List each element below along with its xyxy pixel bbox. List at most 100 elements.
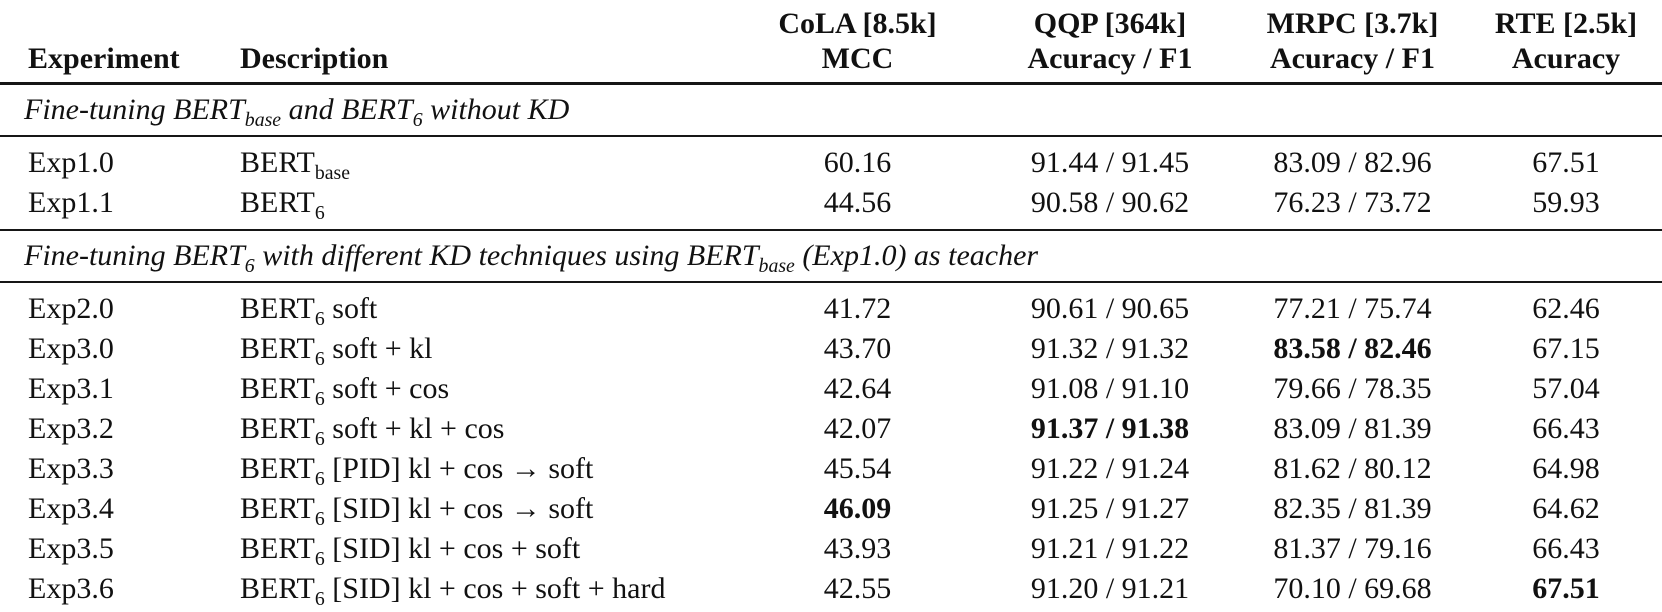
- description-cell: BERT6 [SID] kl + cos → soft: [240, 492, 594, 530]
- subscript: 6: [314, 548, 325, 570]
- metric-cell: 42.64: [823, 372, 892, 405]
- metric-cell: 44.56: [823, 186, 892, 219]
- metric-cell: 77.21 / 75.74: [1273, 292, 1432, 325]
- metric-cell: 43.70: [823, 332, 892, 365]
- header-row: Experiment Description CoLA [8.5k] MCC Q…: [0, 4, 1662, 84]
- table-row: Exp1.1 BERT6 44.56 90.58 / 90.62 76.23 / 73.…: [0, 183, 1662, 230]
- section-title: Fine-tuning BERT6 with different KD tech…: [24, 239, 1039, 277]
- col-header-cola-metric: MCC: [821, 42, 894, 75]
- metric-cell: 91.25 / 91.27: [1030, 492, 1190, 525]
- metric-cell: 57.04: [1532, 372, 1600, 405]
- col-header-mrpc-metric: Acuracy / F1: [1270, 42, 1435, 75]
- metric-cell: 91.08 / 91.10: [1030, 372, 1190, 405]
- subscript: 6: [314, 388, 325, 410]
- section-title: Fine-tuning BERTbase and BERT6 without K…: [24, 93, 570, 131]
- experiment-cell: Exp2.0: [28, 292, 114, 325]
- subscript: base: [244, 109, 282, 131]
- metric-cell: 42.07: [823, 412, 892, 445]
- experiment-cell: Exp3.5: [28, 532, 114, 565]
- col-header-qqp-task: QQP [364k]: [1033, 7, 1187, 40]
- experiment-cell: Exp3.3: [28, 452, 114, 485]
- subscript: 6: [314, 508, 325, 530]
- metric-cell: 91.44 / 91.45: [1030, 146, 1190, 179]
- metric-cell: 67.15: [1532, 332, 1600, 365]
- col-header-qqp-metric: Acuracy / F1: [1027, 42, 1193, 75]
- table-row: Exp3.2 BERT6 soft + kl + cos 42.07 91.37 / …: [0, 409, 1662, 449]
- description-cell: BERT6 soft + kl + cos: [240, 412, 505, 450]
- col-header-cola-task: CoLA [8.5k]: [778, 7, 937, 40]
- metric-cell: 90.61 / 90.65: [1030, 292, 1190, 325]
- metric-cell: 64.62: [1532, 492, 1600, 525]
- metric-cell: 90.58 / 90.62: [1030, 186, 1190, 219]
- col-header-mrpc: MRPC [3.7k] Acuracy / F1: [1235, 4, 1470, 84]
- experiment-cell: Exp3.2: [28, 412, 114, 445]
- metric-cell: 42.55: [823, 572, 892, 605]
- section-header-row: Fine-tuning BERTbase and BERT6 without K…: [0, 83, 1662, 136]
- subscript: 6: [314, 202, 325, 224]
- metric-cell: 41.72: [823, 292, 892, 325]
- metric-cell: 64.98: [1532, 452, 1600, 485]
- col-header-description: Description: [240, 42, 389, 75]
- description-cell: BERT6 soft + cos: [240, 372, 450, 410]
- metric-cell: 43.93: [823, 532, 892, 565]
- table-row: Exp3.4 BERT6 [SID] kl + cos → soft 46.09 91…: [0, 489, 1662, 529]
- section-header-row: Fine-tuning BERT6 with different KD tech…: [0, 230, 1662, 282]
- metric-cell: 46.09: [823, 492, 892, 525]
- metric-cell: 91.22 / 91.24: [1030, 452, 1190, 485]
- metric-cell: 66.43: [1532, 532, 1600, 565]
- experiment-cell: Exp1.1: [28, 186, 114, 219]
- description-cell: BERTbase: [240, 146, 351, 184]
- metric-cell: 91.37 / 91.38: [1030, 412, 1190, 445]
- table-row: Exp3.5 BERT6 [SID] kl + cos + soft 43.93 91…: [0, 529, 1662, 569]
- experiment-cell: Exp1.0: [28, 146, 114, 179]
- table-row: Exp3.1 BERT6 soft + cos 42.64 91.08 / 91.10…: [0, 369, 1662, 409]
- subscript: 6: [244, 255, 255, 277]
- subscript: 6: [314, 588, 325, 610]
- col-header-rte: RTE [2.5k] Acuracy: [1470, 4, 1662, 84]
- metric-cell: 83.09 / 81.39: [1273, 412, 1432, 445]
- metric-cell: 76.23 / 73.72: [1273, 186, 1432, 219]
- metric-cell: 70.10 / 69.68: [1273, 572, 1432, 605]
- table-body: Fine-tuning BERTbase and BERT6 without K…: [0, 83, 1662, 612]
- subscript: base: [758, 255, 795, 277]
- metric-cell: 66.43: [1532, 412, 1600, 445]
- description-cell: BERT6 soft: [240, 292, 378, 330]
- col-header-qqp: QQP [364k] Acuracy / F1: [985, 4, 1235, 84]
- description-cell: BERT6: [240, 186, 325, 224]
- experiment-cell: Exp3.6: [28, 572, 114, 605]
- metric-cell: 59.93: [1532, 186, 1600, 219]
- metric-cell: 83.09 / 82.96: [1273, 146, 1432, 179]
- metric-cell: 67.51: [1532, 572, 1600, 605]
- metric-cell: 60.16: [823, 146, 892, 179]
- metric-cell: 82.35 / 81.39: [1273, 492, 1432, 525]
- metric-cell: 91.32 / 91.32: [1030, 332, 1190, 365]
- description-cell: BERT6 [PID] kl + cos → soft: [240, 452, 594, 490]
- metric-cell: 67.51: [1532, 146, 1600, 179]
- table-row: Exp3.6 BERT6 [SID] kl + cos + soft + hard…: [0, 569, 1662, 612]
- experiment-cell: Exp3.4: [28, 492, 114, 525]
- results-table: Experiment Description CoLA [8.5k] MCC Q…: [0, 4, 1662, 612]
- col-header-mrpc-task: MRPC [3.7k]: [1266, 7, 1439, 40]
- metric-cell: 91.21 / 91.22: [1030, 532, 1190, 565]
- subscript: 6: [314, 348, 325, 370]
- subscript: 6: [314, 428, 325, 450]
- col-header-rte-metric: Acuracy: [1511, 42, 1621, 75]
- metric-cell: 83.58 / 82.46: [1273, 332, 1432, 365]
- table-row: Exp1.0 BERTbase 60.16 91.44 / 91.45 83.09 / …: [0, 136, 1662, 183]
- subscript: base: [314, 162, 351, 184]
- experiment-cell: Exp3.0: [28, 332, 114, 365]
- metric-cell: 81.37 / 79.16: [1273, 532, 1432, 565]
- subscript: 6: [314, 308, 325, 330]
- subscript: 6: [412, 109, 423, 131]
- description-cell: BERT6 [SID] kl + cos + soft + hard: [240, 572, 666, 610]
- metric-cell: 45.54: [823, 452, 892, 485]
- col-header-experiment: Experiment: [28, 42, 180, 75]
- subscript: 6: [314, 468, 325, 490]
- experiment-cell: Exp3.1: [28, 372, 114, 405]
- metric-cell: 79.66 / 78.35: [1273, 372, 1432, 405]
- metric-cell: 81.62 / 80.12: [1273, 452, 1432, 485]
- metric-cell: 62.46: [1532, 292, 1600, 325]
- table-row: Exp2.0 BERT6 soft 41.72 90.61 / 90.65 77.21 …: [0, 282, 1662, 329]
- col-header-rte-task: RTE [2.5k]: [1494, 7, 1638, 40]
